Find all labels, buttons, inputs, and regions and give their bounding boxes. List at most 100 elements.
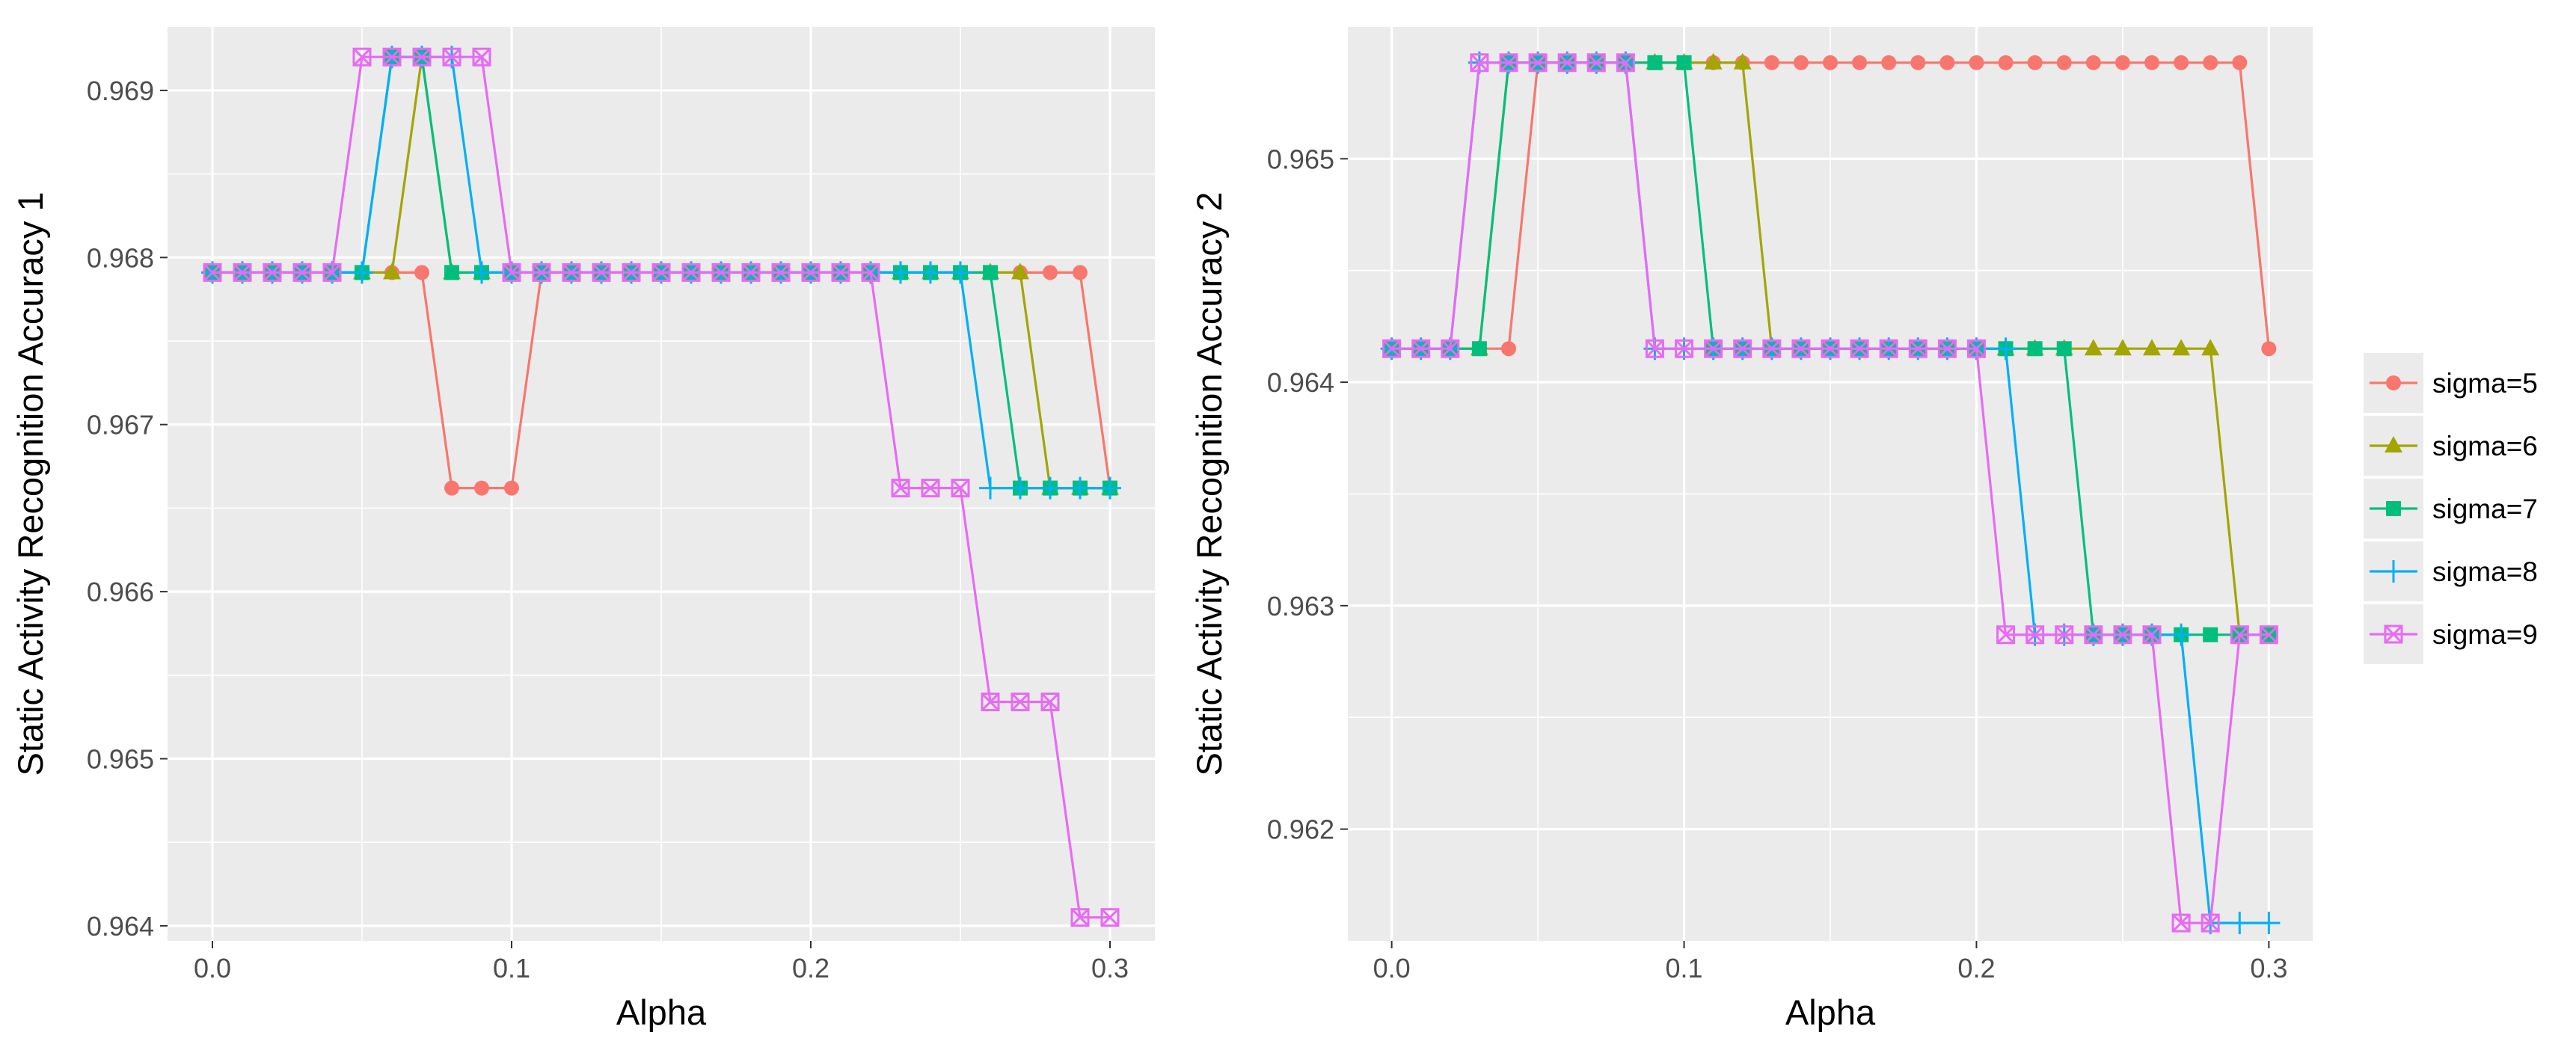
data-point [1073, 265, 1088, 280]
data-point [651, 263, 671, 282]
data-point [2084, 625, 2103, 645]
x-axis-title: Alpha [1785, 992, 1876, 1032]
data-point [979, 476, 1002, 500]
legend-item-sigma-7: sigma=7 [2364, 479, 2538, 538]
data-point [2259, 625, 2278, 645]
data-point [1528, 53, 1548, 73]
data-point [1939, 55, 1955, 70]
data-point [2257, 912, 2281, 935]
x-tick-label: 0.1 [1666, 953, 1703, 983]
data-point [412, 47, 432, 67]
data-point [322, 263, 342, 282]
data-point [382, 47, 402, 67]
data-point [1616, 53, 1635, 73]
data-point [2170, 623, 2193, 646]
data-point [2228, 912, 2251, 935]
data-point [472, 47, 491, 67]
data-point [1937, 339, 1957, 358]
data-point [1791, 339, 1811, 358]
data-point [741, 263, 761, 282]
data-point [983, 265, 998, 280]
y-axis-title: Static Activity Recognition Accuracy 2 [1189, 191, 1229, 776]
data-point [1821, 339, 1840, 358]
data-point [1586, 53, 1606, 73]
chart-panel-accuracy-1: 0.0 0.1 0.2 0.3 0.964 0.965 0.966 0.967 0.968 0.9… [10, 27, 1155, 1032]
legend-item-sigma-9: sigma=9 [2364, 604, 2538, 664]
data-point [203, 263, 222, 282]
data-point [861, 263, 880, 282]
data-point [1499, 53, 1518, 73]
data-point [2085, 55, 2101, 70]
data-point [2142, 625, 2162, 645]
x-tick-label: 0.3 [2250, 953, 2287, 983]
data-point [1764, 55, 1779, 70]
data-point [1704, 52, 1723, 70]
data-point [1441, 339, 1460, 358]
x-tick-label: 0.3 [1091, 953, 1129, 983]
legend-marker [2382, 560, 2405, 583]
data-point [263, 263, 282, 282]
gridlines [1348, 27, 2313, 941]
data-point [2143, 339, 2161, 356]
y-tick-label: 0.965 [1267, 144, 1334, 174]
data-point [2203, 627, 2218, 642]
data-point [2056, 55, 2072, 70]
data-point [383, 263, 401, 280]
data-point [292, 263, 312, 282]
x-axis-title: Alpha [616, 992, 707, 1032]
data-point [1011, 263, 1029, 280]
data-point [1070, 908, 1090, 927]
data-point [2203, 55, 2218, 70]
data-point [622, 263, 641, 282]
y-tick-label: 0.969 [87, 76, 154, 106]
data-point [444, 480, 459, 496]
data-point [414, 265, 429, 280]
data-point [831, 263, 850, 282]
legend-marker [2386, 501, 2401, 516]
data-point [1881, 55, 1897, 70]
x-tick-label: 0.0 [194, 953, 231, 983]
data-point [1557, 53, 1577, 73]
data-point [1411, 339, 1431, 358]
data-point [504, 480, 519, 496]
data-point [1043, 265, 1058, 280]
data-point [949, 261, 972, 284]
data-point [532, 263, 551, 282]
data-point [1009, 476, 1031, 500]
y-tick-label: 0.964 [1267, 367, 1334, 398]
data-point [2113, 339, 2132, 356]
data-point [771, 263, 791, 282]
data-point [1039, 476, 1061, 500]
data-point [1704, 339, 1723, 358]
x-tick-label: 0.2 [1957, 953, 1995, 983]
data-point [1470, 53, 1489, 73]
data-point [1069, 476, 1091, 500]
data-point [1733, 339, 1752, 358]
data-point [1011, 693, 1030, 712]
legend-item-sigma-8: sigma=8 [2364, 541, 2538, 601]
data-point [474, 480, 489, 496]
x-tick-label: 0.1 [493, 953, 530, 983]
data-point [1647, 55, 1663, 70]
data-point [1040, 693, 1060, 712]
data-point [2055, 625, 2074, 645]
y-tick-label: 0.967 [87, 410, 154, 441]
data-point [2084, 339, 2103, 356]
legend-item-sigma-6: sigma=6 [2364, 416, 2538, 476]
series-sigma-9 [1382, 53, 2278, 933]
data-point [1099, 476, 1121, 500]
data-point [442, 47, 461, 67]
data-point [891, 479, 910, 498]
data-point [1969, 55, 1984, 70]
data-point [889, 261, 912, 284]
data-point [1852, 55, 1868, 70]
data-point [1823, 55, 1838, 70]
data-point [2171, 913, 2191, 933]
data-point [2232, 55, 2248, 70]
y-axis-title: Static Activity Recognition Accuracy 1 [10, 191, 50, 776]
data-point [2115, 55, 2130, 70]
data-point [681, 263, 701, 282]
y-tick-label: 0.964 [87, 911, 154, 942]
data-point [1996, 625, 2016, 645]
